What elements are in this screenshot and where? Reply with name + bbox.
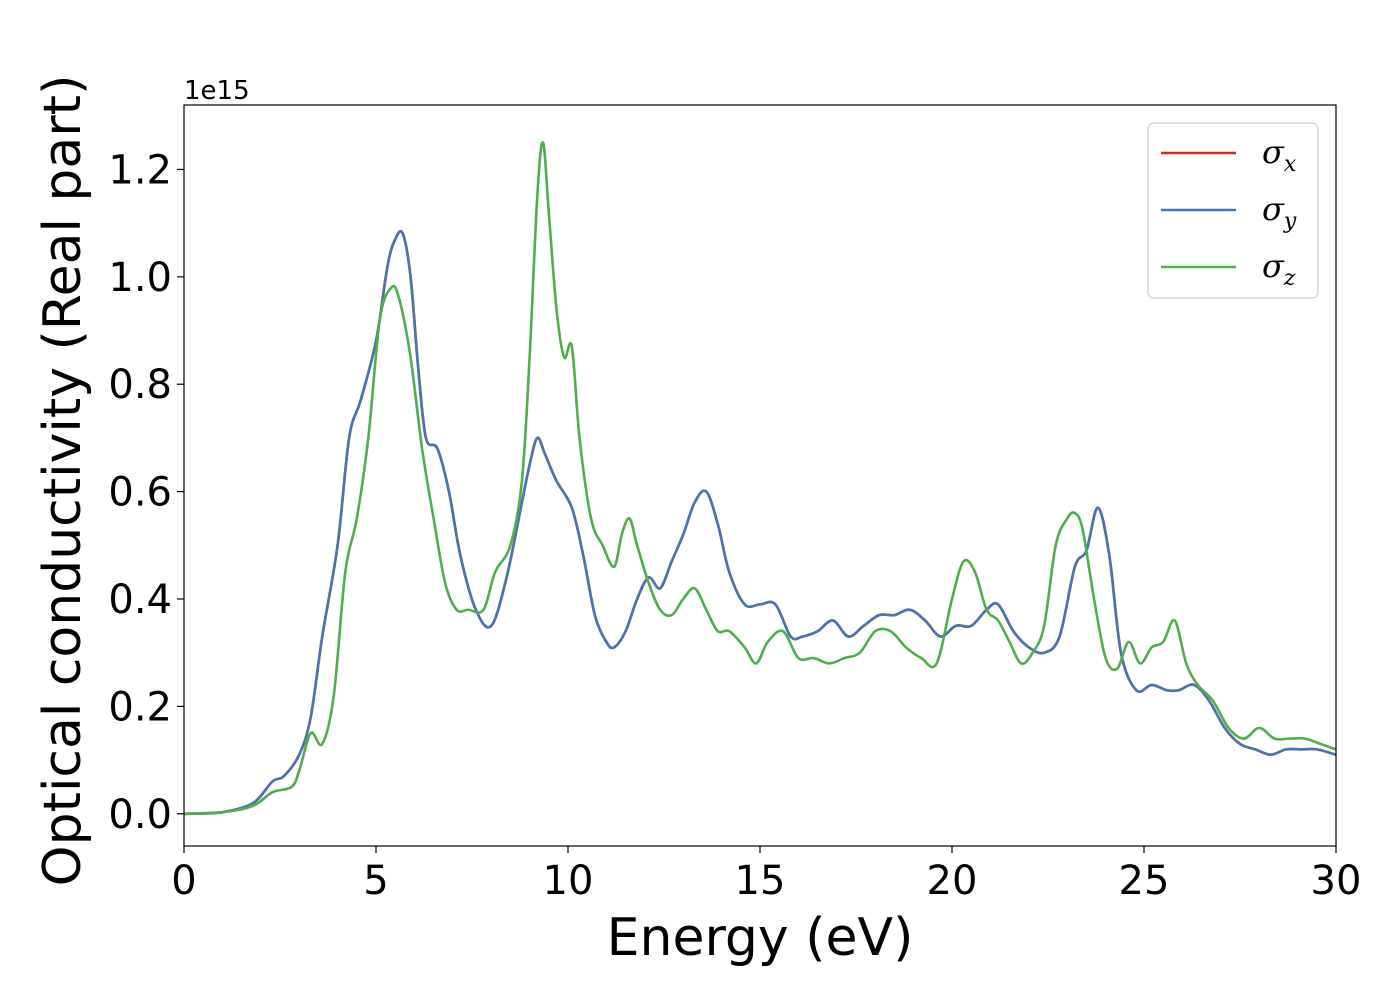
legend-item-y: σy bbox=[1161, 190, 1297, 234]
x-tick-label: 10 bbox=[543, 858, 594, 904]
x-tick-label: 20 bbox=[927, 858, 978, 904]
y-tick-label: 0.2 bbox=[108, 684, 172, 730]
y-tick-label: 0.0 bbox=[108, 792, 172, 838]
series-layer bbox=[184, 141, 1336, 816]
x-axis-ticks: 0 5 10 15 20 25 30 bbox=[171, 846, 1361, 904]
y-tick-label: 1.2 bbox=[108, 147, 172, 193]
y-axis-offset-label: 1e15 bbox=[184, 76, 250, 106]
x-tick-label: 30 bbox=[1311, 858, 1362, 904]
y-tick-label: 0.4 bbox=[108, 577, 172, 623]
x-axis-label: Energy (eV) bbox=[607, 908, 914, 968]
series-line-y bbox=[184, 230, 1336, 816]
x-tick-label: 5 bbox=[363, 858, 388, 904]
legend-label: σy bbox=[1262, 190, 1297, 234]
y-axis-label: Optical conductivity (Real part) bbox=[33, 75, 93, 887]
x-tick-label: 0 bbox=[171, 858, 196, 904]
legend-label: σz bbox=[1262, 247, 1296, 291]
y-tick-label: 0.6 bbox=[108, 470, 172, 516]
legend-label: σx bbox=[1262, 133, 1297, 177]
chart-legend: σx σy σz bbox=[1147, 122, 1319, 299]
legend-item-z: σz bbox=[1161, 247, 1296, 291]
legend-item-x: σx bbox=[1161, 133, 1297, 177]
y-tick-label: 1.0 bbox=[108, 255, 172, 301]
series-line-z bbox=[184, 141, 1336, 816]
y-axis-ticks: 0.0 0.2 0.4 0.6 0.8 1.0 1.2 bbox=[108, 147, 184, 838]
x-tick-label: 15 bbox=[735, 858, 786, 904]
x-tick-label: 25 bbox=[1119, 858, 1170, 904]
y-tick-label: 0.8 bbox=[108, 362, 172, 408]
